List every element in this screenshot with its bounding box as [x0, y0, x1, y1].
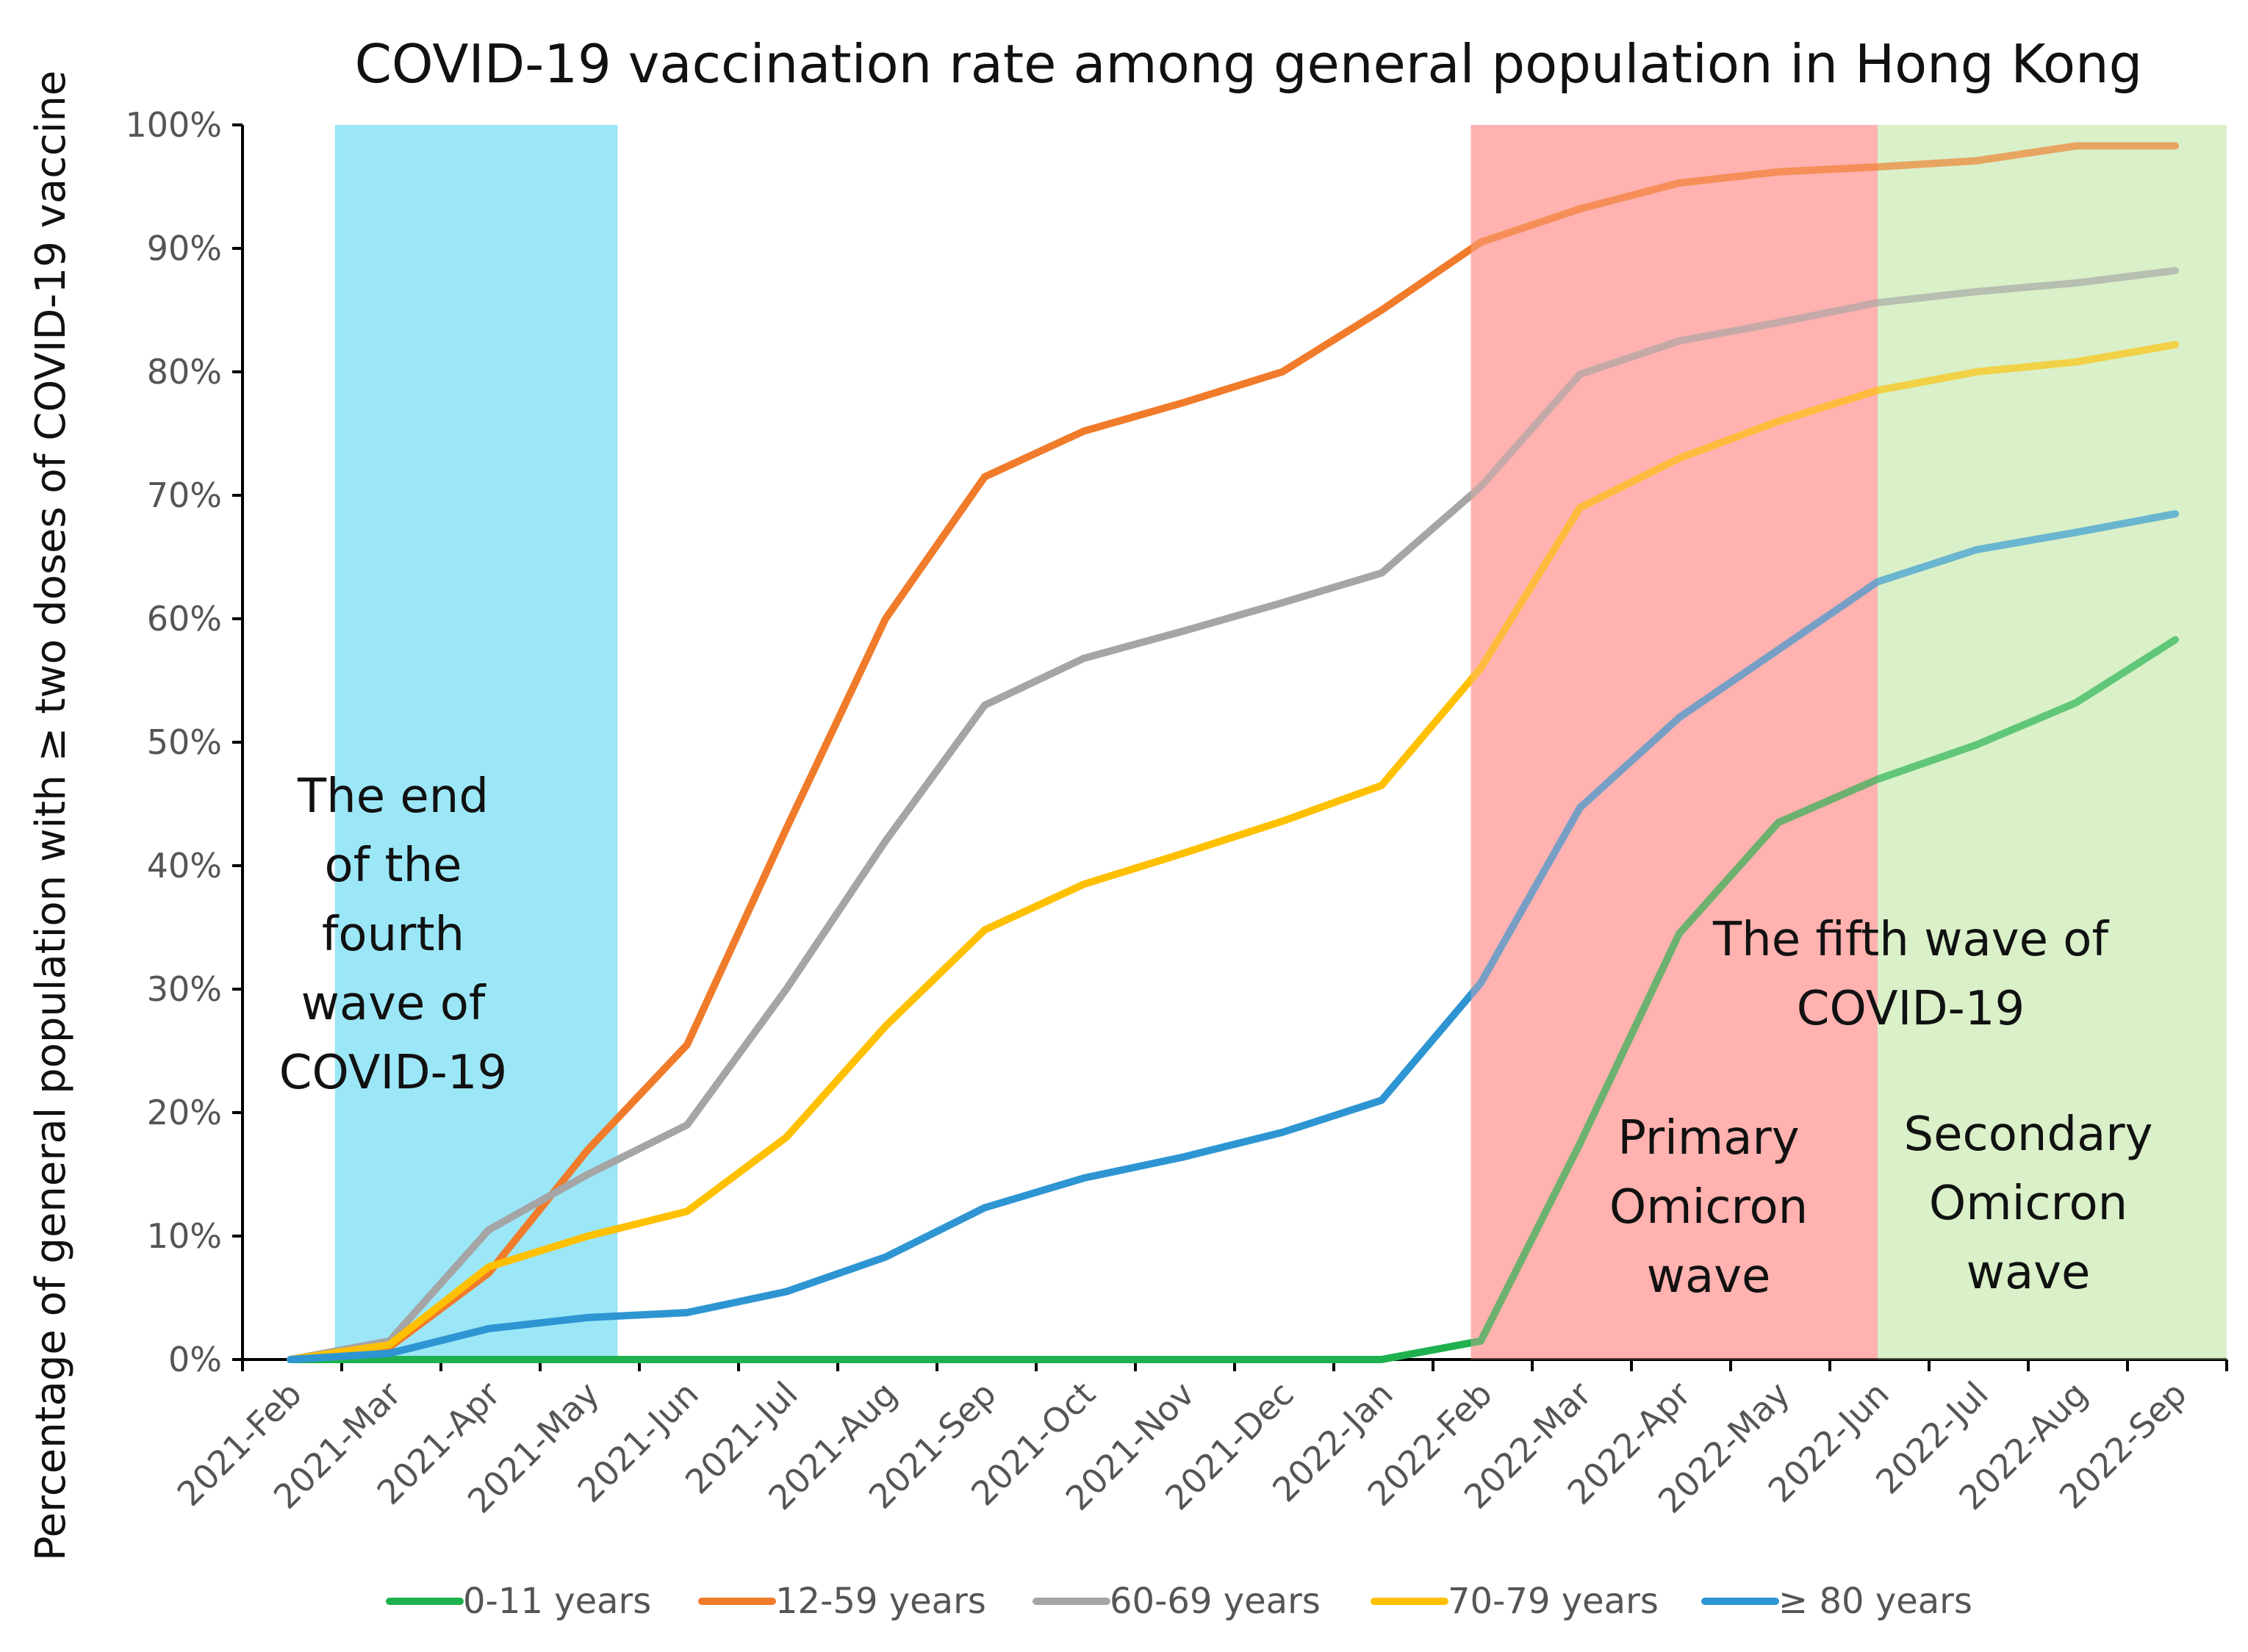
legend-label-3: 70-79 years [1448, 1581, 1659, 1622]
region-label-line: wave [1647, 1249, 1771, 1304]
legend-label-2: 60-69 years [1110, 1581, 1321, 1622]
region-labels: The end of the fourth wave of COVID-19 Primar… [279, 769, 2153, 1304]
annotation-label-line: The fifth wave of [1712, 913, 2109, 967]
region-label-line: The end [297, 769, 489, 824]
legend-label-0: 0-11 years [463, 1581, 651, 1622]
series-line-3 [287, 341, 2179, 1363]
y-tick-label: 0% [168, 1340, 222, 1379]
region-label-line: Omicron [1609, 1180, 1808, 1235]
y-tick-label: 90% [147, 229, 222, 268]
region-band-1 [1470, 125, 1878, 1360]
y-tick-label: 60% [147, 599, 222, 639]
legend-label-1: 12-59 years [775, 1581, 986, 1622]
series-line-2 [287, 267, 2179, 1363]
y-tick-label: 20% [147, 1093, 222, 1132]
region-label-line: COVID-19 [279, 1046, 507, 1100]
series-line-1 [287, 142, 2179, 1363]
y-axis-label: Percentage of general population with ≥ … [27, 71, 75, 1561]
region-label-line: Omicron [1929, 1177, 2127, 1231]
y-tick-label: 40% [147, 846, 222, 886]
legend: 0-11 years 12-59 years 60-69 years 70-79 ye… [386, 1581, 1972, 1622]
series-lines [287, 125, 2227, 1363]
y-tick-label: 10% [147, 1216, 222, 1256]
region-label-line: Primary [1617, 1111, 1799, 1166]
y-tick-label: 100% [125, 105, 222, 145]
y-tick-label: 30% [147, 969, 222, 1009]
chart-title: COVID-19 vaccination rate among general … [355, 33, 2143, 95]
legend-label-4: ≥ 80 years [1778, 1581, 1972, 1622]
series-line-4 [287, 510, 2179, 1363]
region-band-2 [1878, 125, 2227, 1360]
y-tick-label: 50% [147, 722, 222, 762]
y-tick-label: 70% [147, 475, 222, 515]
region-tint-1 [1470, 125, 1878, 1360]
region-label-line: fourth [322, 908, 464, 962]
annotation-label-line: COVID-19 [1797, 982, 2025, 1036]
region-label-line: of the [324, 838, 462, 893]
y-tick-label: 80% [147, 352, 222, 392]
shaded-regions [334, 125, 2227, 1360]
region-band-0 [334, 125, 618, 1360]
series-line-0 [287, 636, 2179, 1363]
region-label-line: wave of [301, 977, 486, 1031]
region-label-line: wave [1967, 1246, 2091, 1300]
region-tint-2 [1878, 125, 2227, 1360]
region-label-line: Secondary [1904, 1107, 2153, 1162]
